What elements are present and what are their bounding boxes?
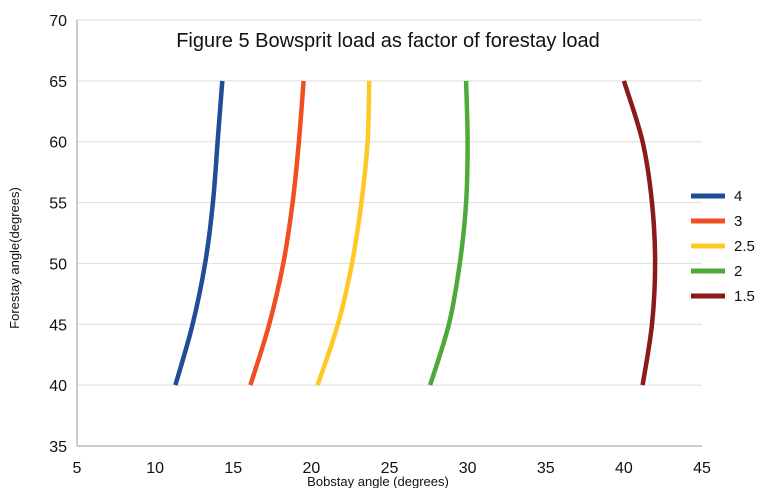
x-axis-ticks: 5 10 15 20 25 30 35 40 45 xyxy=(73,460,711,477)
legend-label: 2.5 xyxy=(734,238,755,255)
y-tick-label: 50 xyxy=(49,256,67,273)
series-line-4 xyxy=(173,80,225,386)
x-axis-title: Bobstay angle (degrees) xyxy=(307,474,449,488)
legend-label: 2 xyxy=(734,263,742,280)
legend-label: 4 xyxy=(734,188,742,205)
series-line-3 xyxy=(248,80,306,386)
x-tick-label: 40 xyxy=(615,460,633,477)
y-tick-label: 55 xyxy=(49,196,67,213)
x-tick-label: 5 xyxy=(73,460,82,477)
x-tick-label: 30 xyxy=(459,460,477,477)
y-tick-label: 60 xyxy=(49,135,67,152)
legend-label: 3 xyxy=(734,213,742,230)
y-tick-label: 65 xyxy=(49,74,67,91)
y-tick-label: 70 xyxy=(49,13,67,30)
x-tick-label: 15 xyxy=(224,460,242,477)
legend-label: 1.5 xyxy=(734,288,755,305)
x-tick-label: 45 xyxy=(693,460,711,477)
gridlines xyxy=(77,19,702,386)
series-line-2-5 xyxy=(315,80,372,386)
x-tick-label: 10 xyxy=(146,460,164,477)
y-tick-label: 45 xyxy=(49,317,67,334)
legend: 4 3 2.5 2 1.5 xyxy=(691,188,755,305)
y-axis-title: Forestay angle(degrees) xyxy=(7,187,22,329)
x-tick-label: 20 xyxy=(302,460,320,477)
y-tick-label: 40 xyxy=(49,378,67,395)
x-tick-label: 35 xyxy=(537,460,555,477)
y-tick-label: 35 xyxy=(49,439,67,456)
series-line-1-5 xyxy=(621,80,658,386)
x-tick-label: 25 xyxy=(381,460,399,477)
series-line-2 xyxy=(427,80,470,386)
y-axis-ticks: 35 40 45 50 55 60 65 70 xyxy=(49,13,67,456)
series-lines xyxy=(173,80,658,386)
chart-title: Figure 5 Bowsprit load as factor of fore… xyxy=(176,30,600,52)
